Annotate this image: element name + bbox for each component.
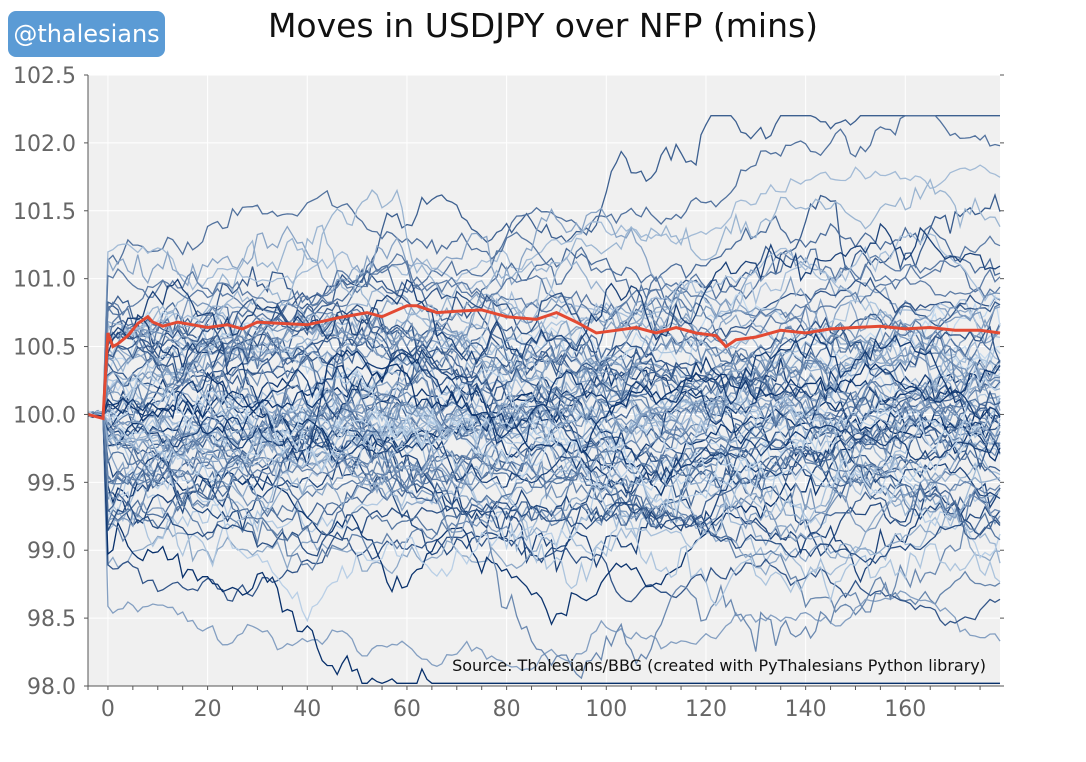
background-series-line — [87, 349, 1001, 454]
background-series-line — [87, 115, 1001, 416]
background-series-line — [87, 231, 1001, 415]
background-series-line — [87, 290, 1001, 417]
y-tick-label: 100.0 — [13, 403, 76, 428]
background-series-line — [87, 361, 1001, 512]
background-series-line — [87, 399, 1001, 532]
background-series-line — [87, 299, 1001, 418]
background-series-line — [87, 215, 1001, 417]
background-series-line — [87, 412, 1001, 540]
background-series-line — [87, 297, 1001, 427]
background-series-line — [87, 382, 1001, 476]
background-series-line — [87, 356, 1001, 520]
x-tick-label: 60 — [393, 697, 421, 722]
background-series-line — [87, 332, 1001, 439]
highlighted-series-lines — [87, 304, 1001, 421]
y-tick-label: 98.0 — [27, 675, 76, 700]
background-series-line — [87, 298, 1001, 417]
background-series-line — [87, 340, 1001, 455]
background-series-line — [87, 260, 1001, 418]
y-tick-label: 101.5 — [13, 200, 76, 225]
background-series-line — [87, 411, 1001, 565]
background-series-line — [87, 412, 1001, 575]
background-series-line — [87, 402, 1001, 530]
background-series-line — [87, 178, 1001, 418]
background-series-line — [87, 235, 1001, 418]
background-series-lines — [87, 115, 1001, 684]
x-tick-label: 20 — [194, 697, 222, 722]
background-series-line — [87, 345, 1001, 478]
background-series-line — [87, 231, 1001, 417]
x-tick-label: 80 — [493, 697, 521, 722]
tick-labels: 0 20 40 60 80 100 120 140 160 98.0 98.5 99.0 99.5 100… — [13, 64, 926, 722]
x-tick-label: 160 — [884, 697, 926, 722]
background-series-line — [87, 318, 1001, 417]
x-tick-label: 100 — [585, 697, 627, 722]
source-annotation: Source: Thalesians/BBG (created with PyT… — [452, 656, 986, 675]
y-tick-label: 99.0 — [27, 539, 76, 564]
background-series-line — [87, 313, 1001, 467]
background-series-line — [87, 350, 1001, 445]
x-tick-label: 0 — [101, 697, 115, 722]
x-tick-label: 140 — [785, 697, 827, 722]
axes — [84, 74, 1004, 690]
x-tick-label: 40 — [293, 697, 321, 722]
background-series-line — [87, 292, 1001, 418]
y-tick-label: 98.5 — [27, 607, 76, 632]
background-series-line — [87, 224, 1001, 517]
background-series-line — [87, 360, 1001, 467]
background-series-line — [87, 248, 1001, 416]
background-series-line — [88, 412, 1001, 576]
background-series-line — [87, 400, 1001, 544]
background-series-line — [87, 409, 1001, 494]
y-tick-label: 102.0 — [13, 132, 76, 157]
background-series-line — [87, 367, 1001, 549]
background-series-line — [87, 293, 1001, 416]
y-tick-label: 100.5 — [13, 336, 76, 361]
background-series-line — [87, 207, 1001, 418]
chart-title: Moves in USDJPY over NFP (mins) — [267, 6, 819, 45]
y-tick-label: 99.5 — [27, 471, 76, 496]
thalesians-badge: @thalesians — [8, 11, 165, 57]
background-series-line — [87, 367, 1001, 491]
y-tick-label: 101.0 — [13, 268, 76, 293]
y-tick-label: 102.5 — [13, 64, 76, 89]
series-line-highlight — [87, 304, 1001, 421]
x-tick-label: 120 — [685, 697, 727, 722]
background-series-line — [87, 164, 1001, 417]
background-series-line — [87, 341, 1001, 489]
background-series-line — [87, 412, 1000, 684]
background-series-line — [87, 406, 1001, 607]
background-series-line — [87, 323, 1001, 446]
